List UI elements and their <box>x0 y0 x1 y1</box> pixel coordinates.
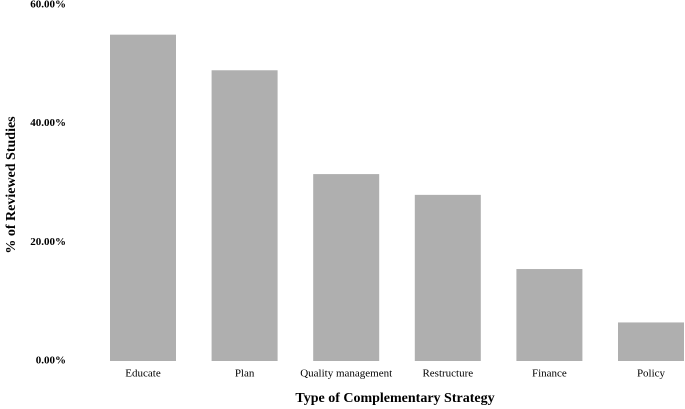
bar <box>313 174 380 361</box>
y-tick-label: 60.00% <box>30 0 66 11</box>
bar <box>211 70 278 362</box>
x-tick-label: Restructure <box>422 368 473 380</box>
bar <box>516 269 583 361</box>
y-tick-label: 20.00% <box>30 236 66 248</box>
x-tick-label: Plan <box>235 368 255 380</box>
y-tick-label: 40.00% <box>30 117 66 129</box>
y-tick-label: 0.00% <box>36 355 66 367</box>
y-axis-title: % of Reviewed Studies <box>4 116 19 254</box>
bar <box>110 34 176 362</box>
x-tick-label: Policy <box>637 368 666 380</box>
x-tick-label: Finance <box>532 368 567 380</box>
bar <box>618 322 684 361</box>
x-tick-label: Educate <box>125 368 161 380</box>
x-axis-title: Type of Complementary Strategy <box>295 391 494 406</box>
bar <box>414 194 481 361</box>
x-tick-label: Quality management <box>300 368 392 380</box>
